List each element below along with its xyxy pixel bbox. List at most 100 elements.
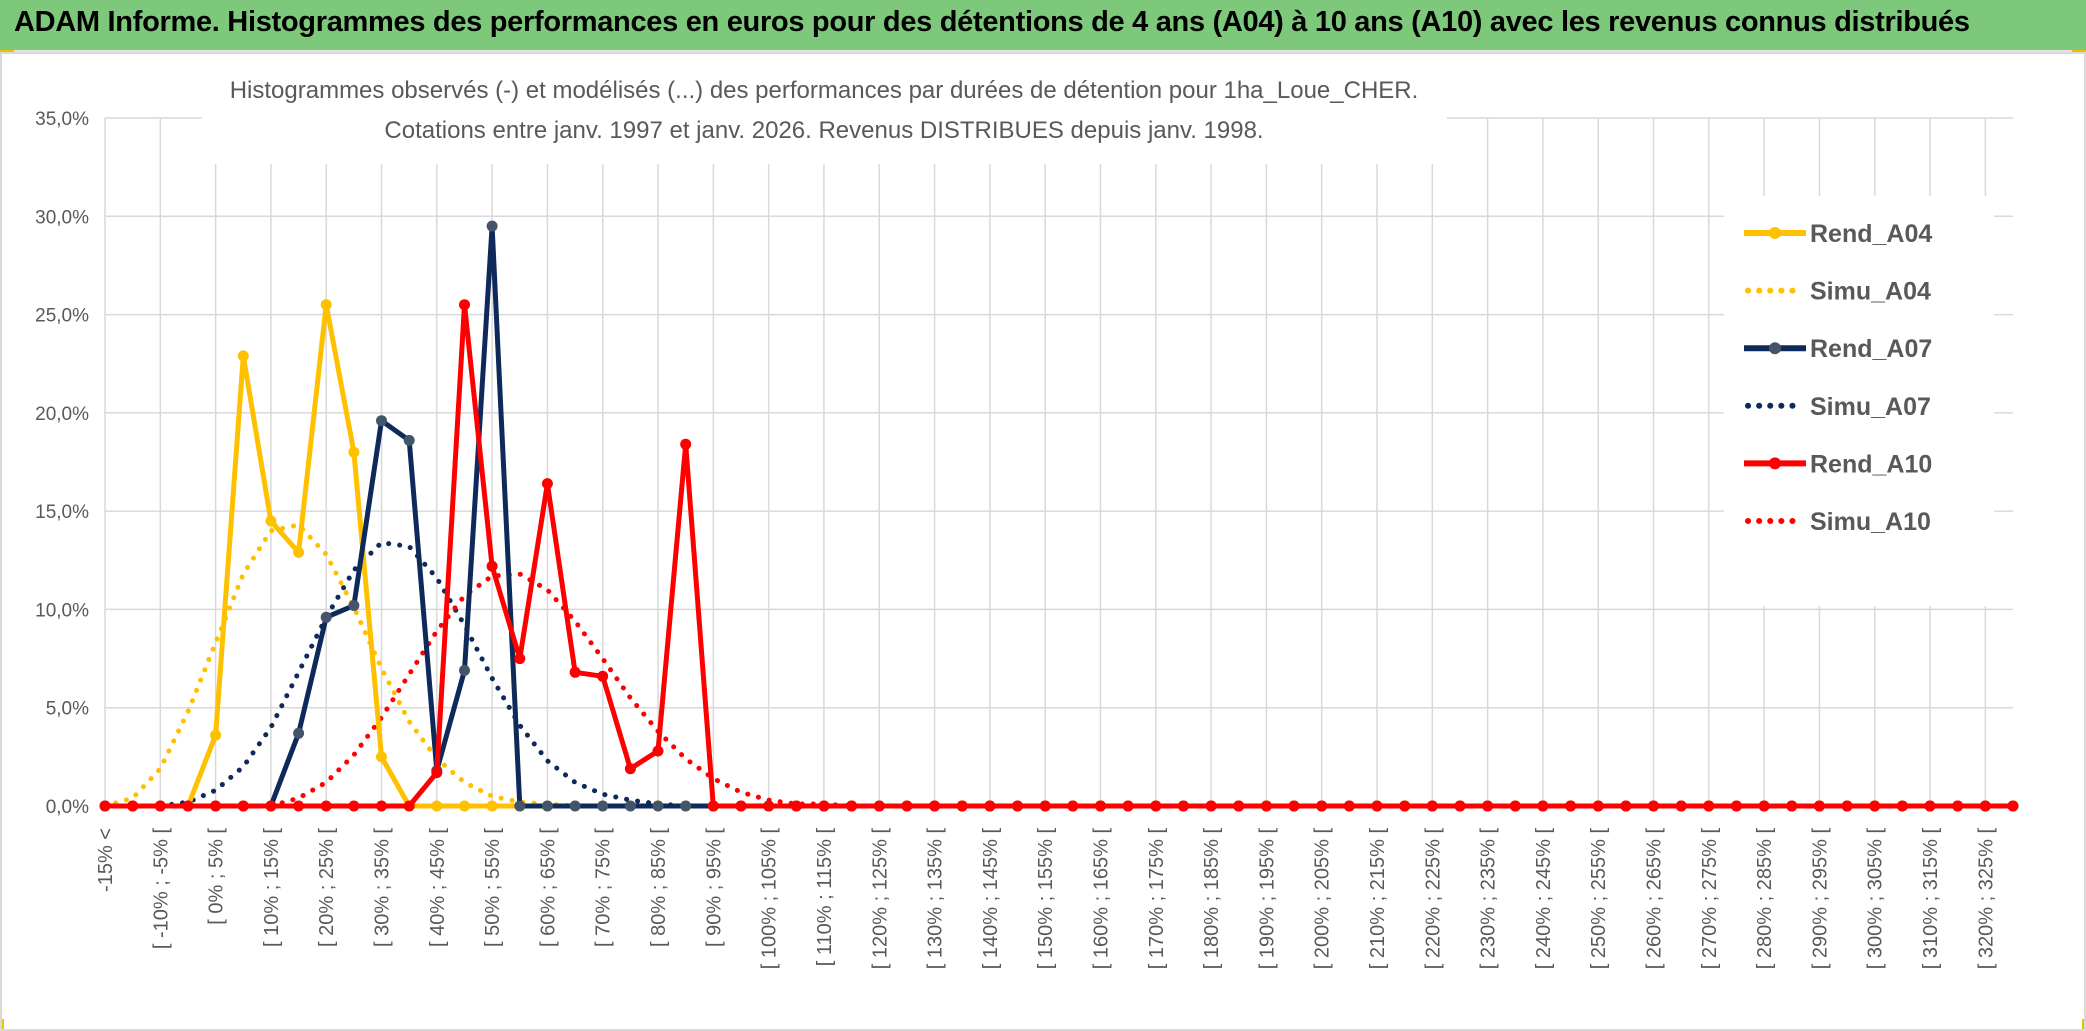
data-point-Rend_A10 (403, 800, 415, 812)
data-point-Rend_A04 (486, 800, 498, 812)
y-axis-tick-labels: 0,0% 5,0% 10,0% 15,0% 20,0% 25,0% 30,0% 35,0% (35, 109, 89, 818)
y-tick-label: 30,0% (35, 207, 89, 228)
data-point-Rend_A10 (154, 800, 166, 812)
x-tick-label: [ 110% ; 115% [ (814, 828, 836, 967)
chart-title-background (202, 56, 1447, 164)
x-tick-label: [ 10% ; 15% [ (261, 828, 283, 947)
y-tick-label: 35,0% (35, 109, 89, 130)
x-axis-tick-labels: -15% < [ -10% ; -5% [ [ 0% ; 5% [ [ 10% ; 1… (95, 828, 1997, 970)
data-point-Rend_A10 (265, 800, 277, 812)
data-point-Rend_A07 (652, 800, 664, 812)
data-series (99, 220, 2019, 812)
x-tick-label: [ 20% ; 25% [ (316, 828, 338, 947)
data-point-Rend_A10 (1343, 800, 1355, 812)
legend-label: Rend_A10 (1810, 450, 1932, 478)
data-point-Rend_A10 (1039, 800, 1051, 812)
x-tick-label: [ 270% ; 275% [ (1699, 828, 1721, 970)
data-point-Rend_A10 (2007, 800, 2019, 812)
data-point-Rend_A10 (956, 800, 968, 812)
data-point-Rend_A04 (459, 800, 470, 812)
x-tick-label: [ 210% ; 215% [ (1367, 828, 1389, 970)
data-point-Rend_A10 (237, 800, 249, 812)
chart-frame: 0,0% 5,0% 10,0% 15,0% 20,0% 25,0% 30,0% 35,0% -… (0, 52, 2086, 1031)
data-point-Rend_A10 (1565, 800, 1577, 812)
data-point-Rend_A04 (237, 350, 249, 362)
data-point-Rend_A07 (486, 220, 498, 232)
data-point-Rend_A10 (1482, 800, 1494, 812)
data-point-Rend_A10 (1924, 800, 1936, 812)
data-point-Rend_A07 (597, 800, 609, 812)
data-point-Rend_A07 (376, 415, 387, 427)
data-point-Rend_A10 (707, 800, 719, 812)
series-line-Rend_A10 (105, 302, 2013, 809)
x-tick-label: [ 80% ; 85% [ (648, 828, 670, 947)
x-tick-label: [ 310% ; 315% [ (1920, 828, 1942, 970)
data-point-Rend_A04 (348, 446, 360, 458)
legend-label: Rend_A07 (1810, 335, 1932, 363)
data-point-Rend_A10 (624, 763, 636, 775)
data-point-Rend_A10 (1537, 800, 1549, 812)
data-point-Rend_A10 (1177, 800, 1189, 812)
data-point-Rend_A07 (403, 434, 415, 446)
data-point-Rend_A10 (929, 800, 941, 812)
x-tick-label: [ 290% ; 295% [ (1809, 828, 1831, 970)
data-point-Rend_A10 (1426, 800, 1438, 812)
data-point-Rend_A07 (569, 800, 581, 812)
x-tick-label: [ 160% ; 165% [ (1090, 828, 1112, 970)
legend: Rend_A04 Simu_A04 Rend_A07 Simu_A07 Rend_A10… (1724, 196, 1994, 606)
data-point-Rend_A07 (459, 664, 470, 676)
x-tick-label: [ 220% ; 225% [ (1422, 828, 1444, 970)
data-point-Rend_A10 (1095, 800, 1106, 812)
data-point-Rend_A04 (210, 729, 222, 741)
legend-item-Rend_A07: Rend_A07 (1744, 335, 1932, 363)
data-point-Rend_A10 (1758, 800, 1770, 812)
data-point-Rend_A10 (459, 299, 470, 311)
series-Rend_A10 (99, 299, 2019, 812)
report-banner: ADAM Informe. Histogrammes des performan… (0, 0, 2086, 52)
data-point-Rend_A10 (1454, 800, 1466, 812)
data-point-Rend_A10 (597, 670, 609, 682)
x-tick-label: [ 190% ; 195% [ (1256, 828, 1278, 970)
x-tick-label: [ -10% ; -5% [ (150, 828, 172, 950)
x-tick-label: [ 70% ; 75% [ (593, 828, 615, 947)
x-tick-label: [ 120% ; 125% [ (869, 828, 891, 970)
performance-histogram-chart: 0,0% 5,0% 10,0% 15,0% 20,0% 25,0% 30,0% 35,0% -… (35, 56, 2019, 970)
y-tick-label: 10,0% (35, 600, 89, 621)
gridlines (104, 117, 2013, 807)
data-point-Rend_A10 (763, 800, 775, 812)
data-point-Rend_A10 (1509, 800, 1521, 812)
data-point-Rend_A10 (790, 800, 802, 812)
x-tick-label: [ 170% ; 175% [ (1146, 828, 1168, 970)
x-tick-label: [ 280% ; 285% [ (1754, 828, 1776, 970)
x-tick-label: -15% < (95, 828, 117, 892)
data-point-Rend_A10 (514, 653, 526, 665)
x-tick-label: [ 100% ; 105% [ (759, 828, 781, 970)
x-tick-label: [ 50% ; 55% [ (482, 828, 504, 947)
legend-label: Simu_A07 (1810, 393, 1931, 421)
y-tick-label: 25,0% (35, 306, 89, 327)
data-point-Rend_A10 (431, 767, 443, 779)
legend-item-Simu_A07: Simu_A07 (1745, 393, 1931, 421)
data-point-Rend_A10 (1288, 800, 1300, 812)
data-point-Rend_A10 (1786, 800, 1798, 812)
data-point-Rend_A10 (1316, 800, 1328, 812)
x-tick-label: [ 150% ; 155% [ (1035, 828, 1057, 970)
data-point-Rend_A10 (1205, 800, 1217, 812)
corner-accent-bottom-left (0, 1019, 4, 1031)
data-point-Rend_A07 (624, 800, 636, 812)
x-tick-label: [ 30% ; 35% [ (372, 828, 394, 947)
data-point-Rend_A10 (735, 800, 747, 812)
data-point-Rend_A04 (293, 546, 305, 558)
series-line-Simu_A04 (102, 522, 2016, 809)
data-point-Rend_A10 (127, 800, 139, 812)
data-point-Rend_A10 (652, 745, 664, 757)
data-point-Rend_A10 (1233, 800, 1245, 812)
x-tick-label: [ 260% ; 265% [ (1644, 828, 1666, 970)
data-point-Rend_A10 (1731, 800, 1742, 812)
data-point-Rend_A10 (1592, 800, 1604, 812)
data-point-Rend_A04 (431, 800, 443, 812)
data-point-Rend_A10 (376, 800, 387, 812)
x-tick-label: [ 0% ; 5% [ (206, 828, 228, 925)
data-point-Rend_A07 (293, 727, 305, 739)
legend-item-Rend_A04: Rend_A04 (1744, 220, 1932, 248)
